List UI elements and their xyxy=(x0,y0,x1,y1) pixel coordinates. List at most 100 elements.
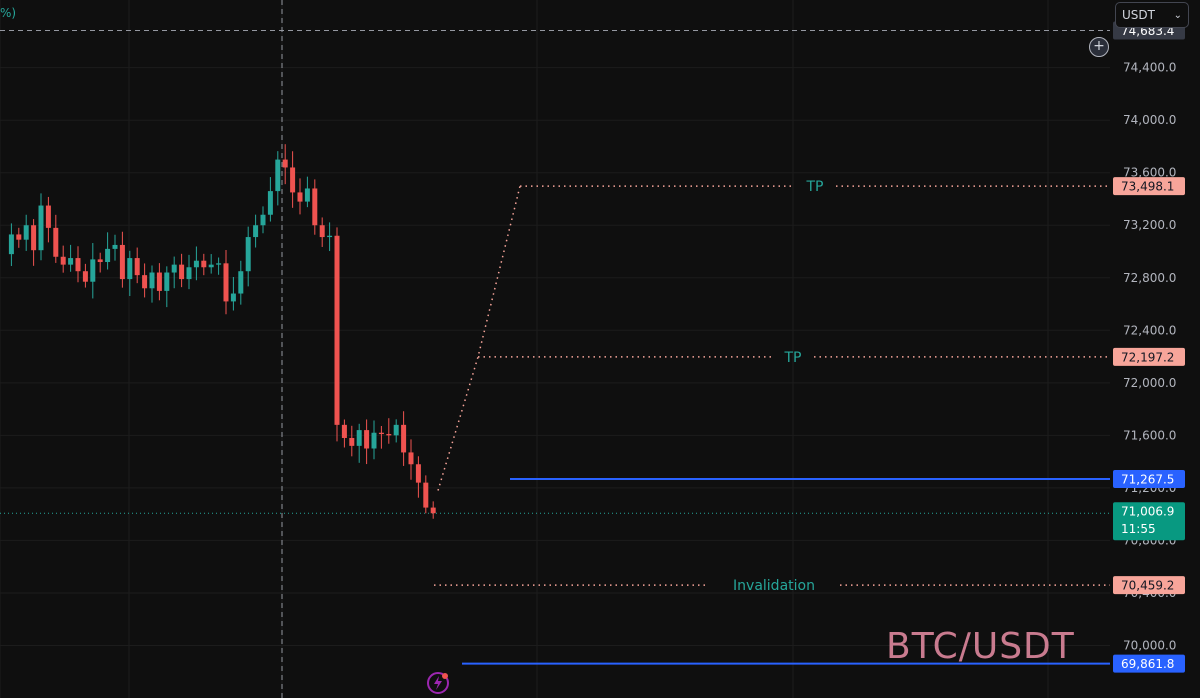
candle xyxy=(304,176,310,208)
y-tick-label: 71,600.0 xyxy=(1123,428,1176,442)
candle xyxy=(186,254,192,290)
candle-body xyxy=(216,263,222,265)
candle xyxy=(142,263,148,298)
candle xyxy=(97,252,103,273)
candle xyxy=(282,144,288,185)
candle xyxy=(267,177,273,222)
candle-body xyxy=(127,258,133,280)
candle-body xyxy=(349,437,355,446)
y-tick-label: 74,000.0 xyxy=(1123,113,1176,127)
candle xyxy=(238,260,244,305)
candle-body xyxy=(423,482,429,508)
candle-body xyxy=(260,214,266,226)
level-text: TP xyxy=(784,350,802,366)
projection-path xyxy=(437,185,521,491)
candle-body xyxy=(430,507,436,514)
level-badge-text: 72,197.2 xyxy=(1121,350,1174,364)
candle xyxy=(253,214,259,248)
level-badge-text: 73,498.1 xyxy=(1121,180,1174,194)
candle xyxy=(193,246,199,281)
candle-body xyxy=(201,260,207,268)
candle-body xyxy=(408,452,414,465)
candle xyxy=(75,246,81,283)
candle xyxy=(423,475,429,514)
candle-body xyxy=(38,205,44,251)
level-badge-text: 69,861.8 xyxy=(1121,657,1174,671)
candle-body xyxy=(245,237,251,272)
candle-body xyxy=(238,271,244,294)
candle-body xyxy=(290,167,296,193)
candle xyxy=(290,151,296,208)
candle xyxy=(349,425,355,457)
candle-body xyxy=(208,264,214,268)
candles-layer xyxy=(8,144,436,519)
candle xyxy=(415,456,421,498)
current-price-badge-text: 71,006.9 xyxy=(1121,505,1174,519)
y-tick-label: 72,800.0 xyxy=(1123,271,1176,285)
price-badges: 73,498.1 72,197.2 70,459.2 71,267.5 69,861.8… xyxy=(1113,21,1185,673)
candle-body xyxy=(386,434,392,436)
current-price-badge: 71,006.9 11:55 xyxy=(1113,502,1185,541)
candle-body xyxy=(156,272,162,291)
level-badge: 71,267.5 xyxy=(1113,470,1185,489)
lightning-icon[interactable] xyxy=(426,671,450,695)
level-badge: 70,459.2 xyxy=(1113,576,1185,595)
candle-body xyxy=(304,188,310,202)
candle-body xyxy=(334,235,340,425)
candle-body xyxy=(112,244,118,249)
candle xyxy=(60,245,66,273)
candle-body xyxy=(142,275,148,289)
candle xyxy=(134,247,140,284)
current-price-badge-bg xyxy=(1113,502,1185,541)
candle xyxy=(164,266,170,308)
candle-body xyxy=(253,225,259,238)
candle xyxy=(156,263,162,301)
candle xyxy=(53,214,59,263)
candle-body xyxy=(312,188,318,226)
candle-body xyxy=(378,432,384,435)
candle xyxy=(38,193,44,261)
candle-body xyxy=(31,225,37,251)
candle-body xyxy=(275,159,281,192)
countdown-text: 11:55 xyxy=(1121,522,1156,536)
candle xyxy=(341,419,347,448)
candle-body xyxy=(60,256,66,265)
candle-body xyxy=(267,191,273,215)
plus-circle-icon[interactable]: + xyxy=(1089,37,1109,57)
candle-body xyxy=(23,225,29,240)
candle xyxy=(327,222,333,252)
candle-body xyxy=(105,248,111,263)
candle xyxy=(245,226,251,287)
candle-body xyxy=(401,424,407,453)
candle xyxy=(16,227,22,248)
candle xyxy=(223,250,229,315)
candle xyxy=(171,256,177,289)
candle-body xyxy=(297,192,303,202)
level-badge: 73,498.1 xyxy=(1113,177,1185,196)
candle xyxy=(82,263,88,288)
level-badge-bg xyxy=(1113,470,1185,489)
candle xyxy=(149,265,155,303)
level-badge-text: 71,267.5 xyxy=(1121,473,1174,487)
level-badge: 69,861.8 xyxy=(1113,654,1185,673)
candle xyxy=(378,426,384,449)
candle-body xyxy=(319,225,325,238)
candle xyxy=(393,419,399,443)
candle-body xyxy=(171,264,177,273)
currency-select[interactable]: USDT ⌄ xyxy=(1115,2,1189,28)
candle-body xyxy=(164,272,170,291)
y-tick-label: 72,000.0 xyxy=(1123,376,1176,390)
candle xyxy=(208,254,214,274)
y-tick-label: 74,400.0 xyxy=(1123,61,1176,75)
candle xyxy=(112,234,118,261)
candle-body xyxy=(75,258,81,272)
candle xyxy=(105,232,111,270)
candle xyxy=(371,420,377,460)
candle-body xyxy=(393,424,399,436)
candle xyxy=(356,423,362,463)
candle-body xyxy=(8,234,14,255)
candle xyxy=(201,253,207,276)
level-text: Invalidation xyxy=(733,578,815,594)
candle xyxy=(364,419,370,465)
